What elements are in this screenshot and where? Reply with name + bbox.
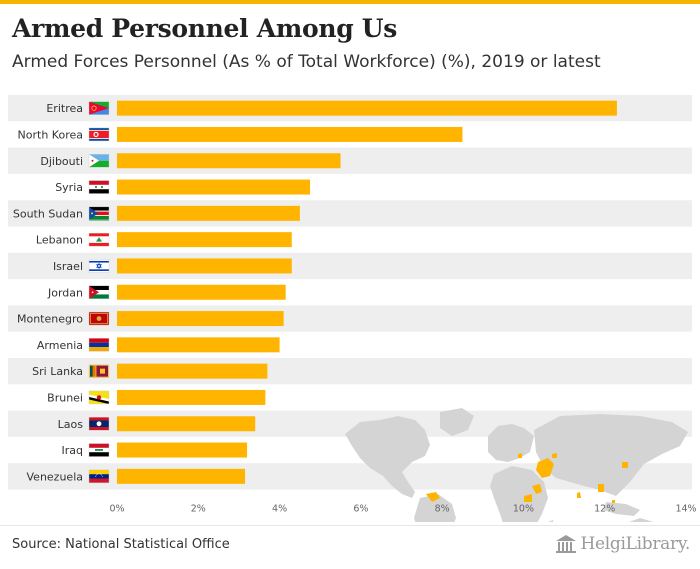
bar xyxy=(117,468,246,484)
library-building-icon xyxy=(555,535,576,553)
page-subtitle: Armed Forces Personnel (As % of Total Wo… xyxy=(12,52,601,72)
category-label: Eritrea xyxy=(46,102,83,115)
bar xyxy=(117,311,284,327)
category-label: North Korea xyxy=(18,128,83,141)
flag-south-sudan-icon xyxy=(88,206,110,221)
category-label: Israel xyxy=(53,260,83,273)
flag-eritrea-icon xyxy=(88,101,110,115)
row-stripe xyxy=(8,252,692,280)
flag-sri-lanka-icon xyxy=(88,364,110,378)
category-label: Syria xyxy=(55,181,83,194)
flag-lebanon-icon xyxy=(88,232,110,247)
category-label: Brunei xyxy=(47,391,83,404)
x-tick-label: 4% xyxy=(272,504,287,515)
row-stripe xyxy=(8,305,692,332)
row-stripe xyxy=(8,147,692,174)
bar xyxy=(117,153,341,169)
flag-syria-icon xyxy=(88,180,110,194)
source-note: Source: National Statistical Office xyxy=(12,537,230,552)
footer: Source: National Statistical Office Helg… xyxy=(0,525,700,569)
x-tick-label: 12% xyxy=(594,504,615,515)
bars xyxy=(117,100,617,484)
row-stripe xyxy=(8,358,692,385)
x-tick-label: 8% xyxy=(435,504,450,515)
x-tick-label: 0% xyxy=(109,504,124,515)
category-label: South Sudan xyxy=(13,207,83,220)
page-title: Armed Personnel Among Us xyxy=(12,14,398,43)
flag-jordan-icon xyxy=(88,285,110,299)
bar xyxy=(117,126,463,142)
category-label: Sri Lanka xyxy=(32,365,83,378)
bar xyxy=(117,232,292,248)
flag-venezuela-icon xyxy=(88,469,110,484)
bar xyxy=(117,442,248,458)
category-label: Jordan xyxy=(47,286,83,299)
world-map-icon xyxy=(345,408,688,522)
bar xyxy=(117,337,280,353)
bar xyxy=(117,205,300,221)
x-tick-label: 6% xyxy=(353,504,368,515)
flag-armenia-icon xyxy=(88,338,110,352)
category-label: Armenia xyxy=(37,339,83,352)
category-label: Iraq xyxy=(62,444,84,457)
category-label: Djibouti xyxy=(40,155,83,168)
bar xyxy=(117,363,268,379)
x-tick-label: 14% xyxy=(675,504,696,515)
category-label: Lebanon xyxy=(36,234,83,247)
helgi-library-logo: HelgiLibrary. xyxy=(555,534,691,554)
x-axis-ticks: 0% 2% 4% 6% 8% 10% 12% 14% xyxy=(109,504,696,515)
bar xyxy=(117,389,266,405)
bar xyxy=(117,284,286,300)
bar xyxy=(117,416,256,432)
category-labels: Eritrea North Korea Djibouti Syria South Sud… xyxy=(13,102,83,483)
bar xyxy=(117,179,311,195)
bar xyxy=(117,258,292,274)
logo-text: HelgiLibrary. xyxy=(580,534,691,554)
flag-laos-icon xyxy=(88,417,110,431)
flag-montenegro-icon xyxy=(88,311,110,326)
flag-djibouti-icon xyxy=(88,154,110,168)
category-label: Montenegro xyxy=(17,313,83,326)
flag-iraq-icon xyxy=(88,443,110,457)
category-label: Venezuela xyxy=(27,470,84,483)
bar xyxy=(117,100,617,116)
flag-israel-icon xyxy=(88,259,110,273)
flag-icons xyxy=(88,101,110,484)
accent-bar xyxy=(0,0,700,4)
x-tick-label: 2% xyxy=(191,504,206,515)
flag-north-korea-icon xyxy=(88,127,110,142)
flag-brunei-icon xyxy=(88,390,110,405)
bar-chart: Eritrea North Korea Djibouti Syria South Sud… xyxy=(8,95,697,522)
row-stripe xyxy=(8,200,692,227)
x-tick-label: 10% xyxy=(513,504,534,515)
category-label: Laos xyxy=(58,418,84,431)
